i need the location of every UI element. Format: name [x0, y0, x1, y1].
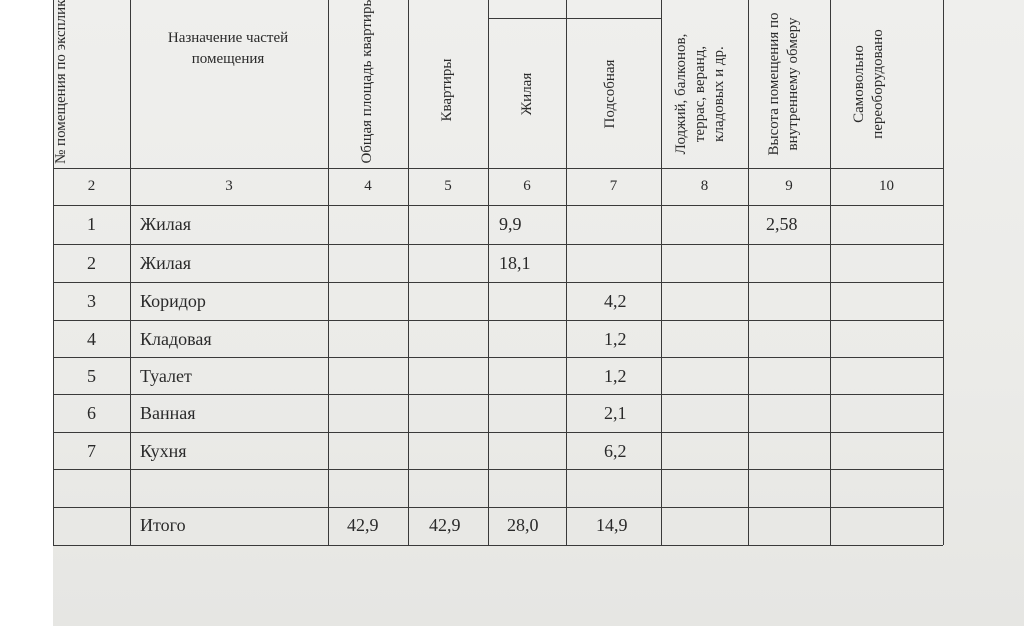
total-living-value: 28,0	[507, 515, 539, 535]
row-number: 1	[87, 214, 96, 234]
header-living: Жилая	[518, 44, 538, 144]
column-number: 5	[444, 178, 452, 194]
grid-line-horizontal	[53, 244, 943, 245]
header-auxiliary-text: Подсобная	[602, 59, 618, 129]
header-room-number-text: № помещения по экспликации	[53, 0, 69, 164]
grid-line-horizontal	[53, 432, 943, 433]
row-living-area: 18,1	[499, 253, 531, 273]
grid-line-horizontal	[53, 168, 943, 169]
row-number: 5	[87, 366, 96, 386]
grid-line-horizontal	[53, 507, 943, 508]
grid-line-vertical	[53, 0, 54, 545]
column-number: 9	[785, 178, 793, 194]
grid-line-horizontal	[53, 357, 943, 358]
header-apartments-text: Квартиры	[439, 58, 455, 122]
grid-line-horizontal	[53, 394, 943, 395]
row-purpose: Ванная	[140, 403, 196, 423]
row-height: 2,58	[766, 214, 798, 234]
row-number: 4	[87, 329, 96, 349]
header-apartments: Квартиры	[438, 40, 458, 140]
header-auxiliary: Подсобная	[601, 39, 621, 149]
grid-line-vertical	[488, 0, 489, 545]
row-purpose: Кладовая	[140, 329, 212, 349]
row-number: 3	[87, 291, 96, 311]
row-aux-area: 1,2	[604, 329, 627, 349]
column-number: 7	[609, 178, 618, 194]
total-apartment-value: 42,9	[429, 515, 461, 535]
row-purpose: Кухня	[140, 441, 187, 461]
column-number: 6	[523, 178, 531, 194]
row-living-area: 9,9	[499, 214, 522, 234]
grid-line-horizontal	[53, 205, 943, 206]
grid-line-vertical	[830, 0, 831, 545]
grid-line-horizontal	[53, 320, 943, 321]
row-purpose: Коридор	[140, 291, 206, 311]
grid-line-vertical	[130, 0, 131, 545]
row-purpose: Жилая	[140, 253, 192, 273]
row-purpose: Туалет	[140, 366, 192, 386]
column-number: 4	[364, 178, 372, 194]
grid-line-vertical	[408, 0, 409, 545]
grid-line-horizontal	[53, 469, 943, 470]
row-aux-area: 4,2	[604, 291, 627, 311]
grid-line-vertical	[748, 0, 749, 545]
grid-line-horizontal	[53, 545, 943, 546]
header-total-area: Общая площадь квартиры	[358, 0, 378, 170]
header-living-text: Жилая	[519, 72, 535, 116]
grid-line-horizontal	[53, 282, 943, 283]
column-number: 3	[225, 178, 233, 194]
row-purpose: Жилая	[140, 214, 192, 234]
row-aux-area: 6,2	[604, 441, 627, 461]
grid-line-vertical	[566, 0, 567, 545]
header-loggias-text: Лоджий, балконов, террас, веранд, кладов…	[673, 33, 727, 155]
header-height-text: Высота помещения по внутреннему обмеру	[766, 12, 801, 156]
column-number: 10	[879, 178, 894, 194]
header-room-number: № помещения по экспликации	[52, 0, 92, 164]
row-number: 2	[87, 253, 96, 273]
row-aux-area: 1,2	[604, 366, 627, 386]
header-total-area-text: Общая площадь квартиры	[359, 0, 375, 164]
grid-line-vertical	[328, 0, 329, 545]
row-number: 6	[87, 403, 96, 423]
column-number: 2	[87, 178, 96, 194]
header-purpose: Назначение частей помещения	[167, 30, 289, 67]
header-self-converted-text: Самовольно переоборудовано помещение	[851, 29, 890, 139]
document-sheet	[53, 0, 1024, 626]
total-label: Итого	[140, 515, 186, 535]
total-area-value: 42,9	[347, 515, 379, 535]
grid-line-horizontal	[488, 18, 661, 19]
column-number: 8	[700, 178, 709, 194]
grid-line-vertical	[661, 0, 662, 545]
row-number: 7	[87, 441, 96, 461]
grid-line-vertical	[943, 0, 944, 545]
header-height: Высота помещения по внутреннему обмеру	[765, 4, 805, 164]
row-aux-area: 2,1	[604, 403, 627, 423]
header-loggias: Лоджий, балконов, террас, веранд, кладов…	[672, 14, 732, 174]
header-self-converted: Самовольно переоборудовано помещение	[850, 4, 890, 164]
total-aux-value: 14,9	[596, 515, 628, 535]
